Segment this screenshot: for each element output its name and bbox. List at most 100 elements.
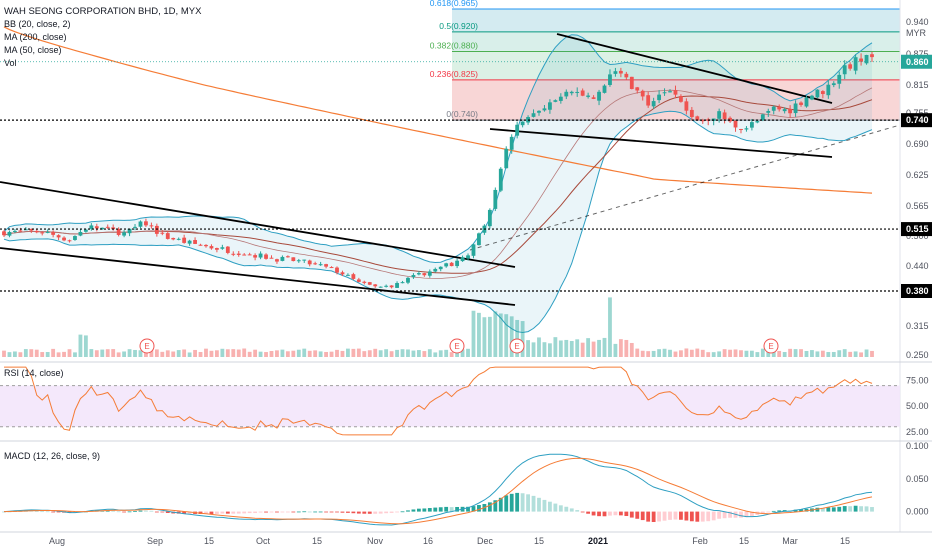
rsi-pane[interactable]: RSI (14, close) 75.00 50.00 25.00 (0, 361, 932, 437)
candle-body (624, 73, 629, 78)
volume-bar (165, 350, 170, 357)
volume-bar (504, 314, 509, 357)
volume-bar (176, 350, 181, 357)
macd-bar (575, 510, 580, 512)
last-price-label: 0.860 (906, 57, 929, 67)
volume-bar (144, 350, 148, 357)
price-pane[interactable]: 0(0.740) 0.236(0.825) 0.382(0.880) 0.5(0.92… (0, 0, 901, 357)
volume-bar (285, 351, 290, 357)
volume-bar (13, 351, 17, 357)
candle-body (810, 95, 814, 100)
macd-bar (111, 510, 116, 512)
macd-bar (416, 508, 421, 512)
volume-bar (78, 334, 83, 357)
time-axis[interactable]: Aug Sep 15 Oct 15 Nov 16 Dec 15 2021 Feb 15 Mar 15 (0, 531, 932, 546)
candle-body (799, 102, 803, 105)
macd-bar (831, 507, 836, 512)
volume-bar (111, 349, 116, 357)
volume-bar (575, 339, 580, 357)
macd-bar (591, 511, 596, 516)
volume-bar (482, 317, 487, 357)
rsi-tick: 25.00 (906, 427, 929, 437)
volume-bar (515, 319, 520, 357)
volume-bar (471, 310, 476, 357)
volume-bar (859, 352, 863, 357)
volume-bar (18, 352, 23, 357)
candle-body (449, 262, 454, 267)
time-tick: 15 (312, 536, 322, 546)
volume-bar (673, 351, 678, 357)
time-tick: Nov (367, 536, 384, 546)
volume-bar (422, 351, 427, 357)
candle-body (684, 101, 689, 111)
candle-body (668, 91, 672, 93)
candle-body (258, 253, 263, 258)
candle-body (679, 96, 683, 102)
candle-body (198, 244, 203, 246)
macd-bar (258, 511, 263, 513)
candle-body (122, 232, 127, 236)
candle-body (755, 121, 760, 123)
candle-body (144, 221, 148, 226)
volume-bar (2, 350, 6, 357)
macd-bar (144, 510, 148, 512)
macd-bar (651, 511, 656, 523)
macd-histogram (2, 492, 874, 523)
candle-body (586, 95, 591, 97)
candle-body (116, 228, 121, 235)
candle-body (389, 285, 394, 288)
macd-bar (760, 511, 765, 514)
macd-bar (837, 506, 842, 512)
legend: WAH SEONG CORPORATION BHD, 1D, MYX BB (2… (4, 6, 202, 68)
macd-bar (711, 511, 716, 521)
macd-bar (395, 511, 399, 513)
volume-bar (526, 340, 530, 357)
candle-body (324, 264, 328, 267)
macd-bar (597, 511, 601, 517)
macd-bar (346, 511, 350, 513)
price-axis[interactable]: MYR 0.2500.3150.3800.4400.5000.5650.6250… (899, 0, 932, 532)
volume-bar (831, 351, 836, 357)
event-marker-label: E (454, 342, 459, 351)
macd-bar (487, 502, 492, 512)
volume-bar (122, 351, 127, 357)
macd-pane[interactable]: MACD (12, 26, close, 9) 0.100 0.050 0.000 (0, 440, 932, 526)
candle-body (477, 233, 481, 246)
macd-bar (242, 511, 247, 514)
volume-bar (651, 350, 656, 357)
volume-bar (728, 349, 732, 357)
candle-body (427, 271, 432, 276)
signal-line (3, 457, 873, 525)
legend-ma200: MA (200, close) (4, 32, 67, 42)
macd-title: MACD (12, 26, close, 9) (4, 451, 100, 461)
volume-bar (302, 348, 307, 357)
macd-bar (504, 495, 509, 512)
macd-bar (777, 510, 782, 512)
volume-bar (23, 349, 28, 357)
macd-bar (640, 511, 645, 521)
event-marker (763, 338, 779, 354)
candle-body (56, 235, 61, 238)
volume-bars (2, 297, 874, 357)
candle-body (165, 233, 170, 239)
macd-bar (455, 506, 460, 512)
macd-bar (870, 507, 874, 512)
volume-bar (679, 350, 683, 357)
volume-bar (105, 349, 110, 357)
fib-label: 0.236(0.825) (430, 69, 478, 79)
volume-bar (640, 350, 645, 357)
volume-bar (275, 350, 279, 357)
event-marker-label: E (514, 342, 519, 351)
volume-bar (591, 341, 596, 357)
candle-body (406, 277, 410, 283)
volume-bar (498, 313, 503, 357)
macd-bar (820, 507, 825, 512)
candle-body (378, 286, 383, 288)
fib-label: 0(0.740) (446, 109, 478, 119)
macd-line (3, 453, 873, 526)
volume-bar (127, 349, 132, 357)
macd-bar (471, 506, 476, 512)
volume-bar (597, 339, 601, 357)
volume-bar (564, 339, 569, 357)
